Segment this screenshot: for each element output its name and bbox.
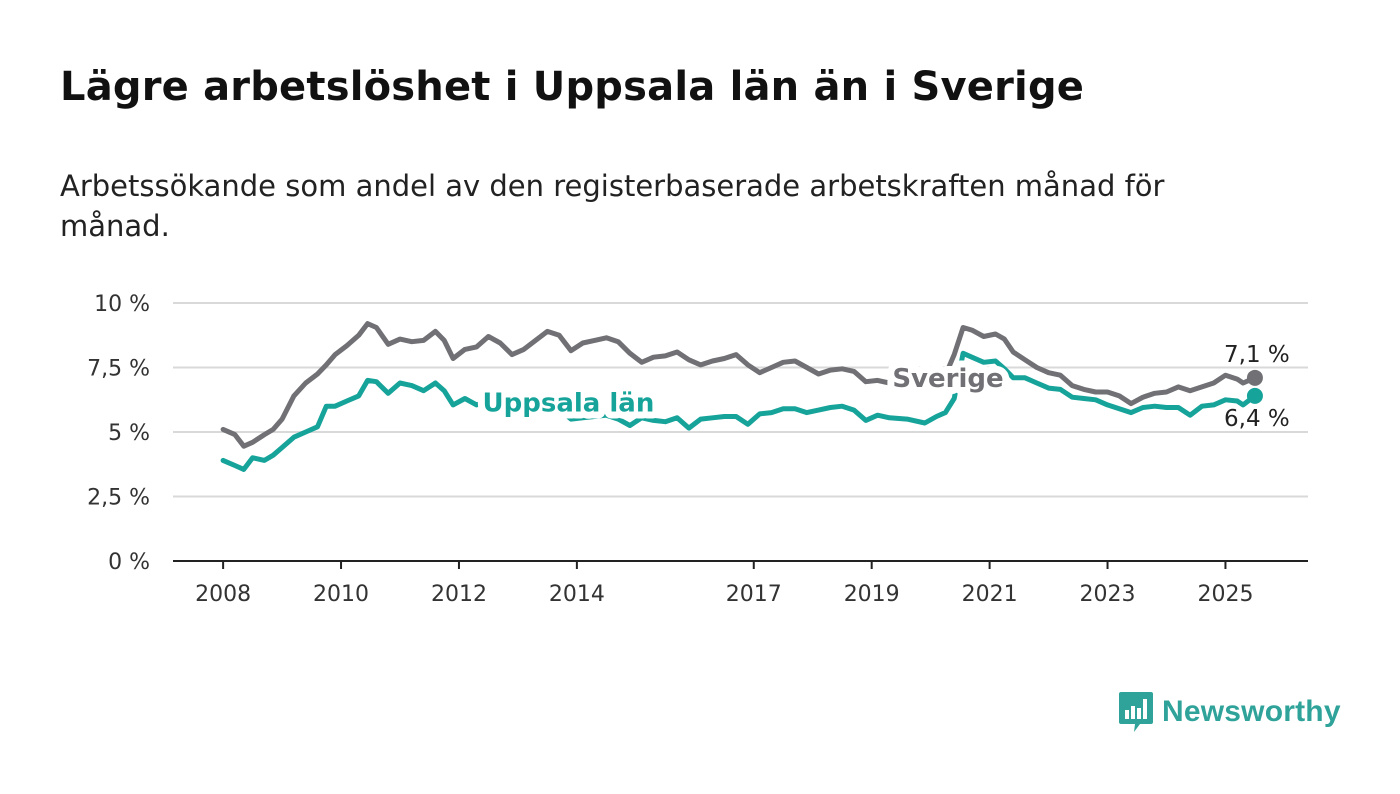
series-line-sverige [220,321,1258,449]
y-tick-label: 5 % [108,421,150,446]
x-tick-label: 2025 [1197,582,1253,607]
series-line-uppsala [220,350,1258,472]
y-tick-label: 0 % [108,550,150,575]
x-tick-label: 2014 [549,582,605,607]
x-tick-label: 2010 [313,582,369,607]
series-label-sverige-halo: Sverige [892,364,1003,394]
end-label-sverige: 7,1 % [1224,342,1290,368]
chart-title: Lägre arbetslöshet i Uppsala län än i Sv… [60,64,1085,110]
x-tick-label: 2008 [195,582,251,607]
x-tick-label: 2019 [844,582,900,607]
y-tick-label: 7,5 % [87,357,150,382]
x-tick-label: 2012 [431,582,487,607]
series-label-sverige: Sverige [892,364,1003,394]
y-tick-label: 10 % [94,292,150,317]
chart-subtitle: Arbetssökande som andel av den registerb… [60,169,1165,243]
x-tick-label: 2017 [726,582,782,607]
brand-logo: Newsworthy [1118,690,1341,734]
brand-name: Newsworthy [1162,695,1341,728]
x-tick-label: 2021 [962,582,1018,607]
end-marker-uppsala [1246,387,1263,404]
bar-chart-bubble-icon [1119,692,1153,732]
y-tick-label: 2,5 % [87,486,150,511]
series-label-uppsala: Uppsala län [483,388,655,418]
end-marker-sverige [1246,369,1263,386]
x-tick-label: 2023 [1080,582,1136,607]
series-label-uppsala-halo: Uppsala län [483,388,655,418]
end-label-uppsala: 6,4 % [1224,406,1290,432]
